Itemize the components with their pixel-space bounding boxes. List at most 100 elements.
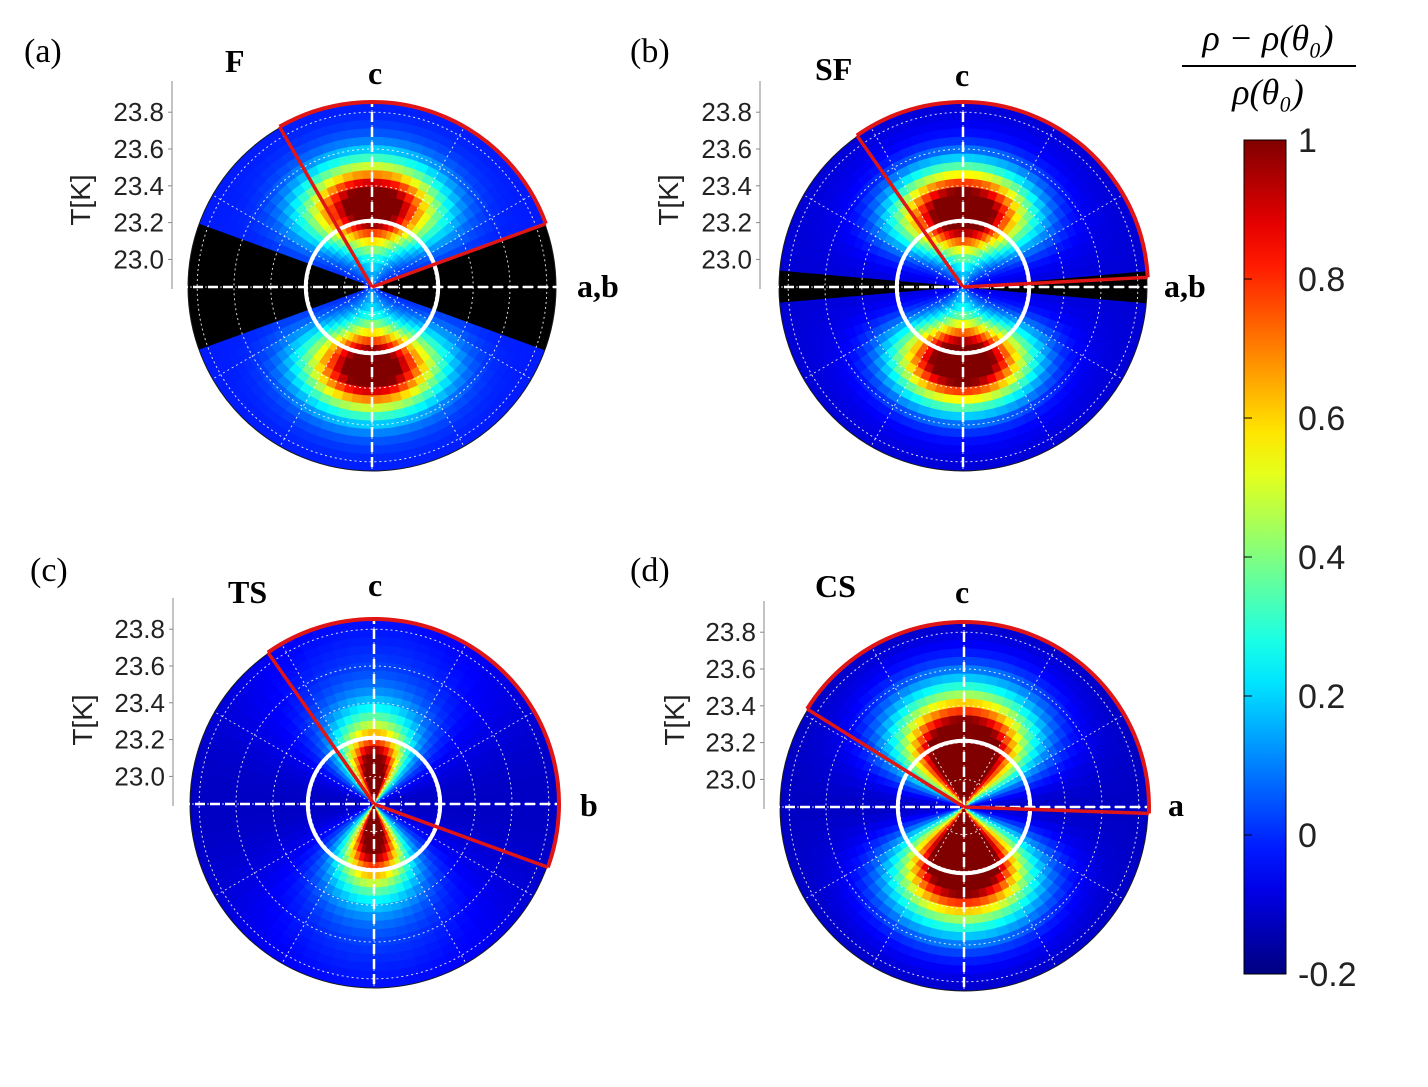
heatmap-cell — [373, 920, 386, 930]
radial-tick-label: 23.8 — [113, 97, 164, 127]
heatmap-cell — [353, 687, 365, 698]
heatmap-cell — [271, 286, 281, 297]
heatmap-cell — [456, 810, 466, 821]
heatmap-cell — [962, 161, 975, 171]
heatmap-cell — [256, 793, 267, 805]
heatmap-cell — [273, 794, 283, 805]
highlight-edge-line — [371, 222, 547, 289]
panel-title: CS — [815, 568, 856, 604]
heatmap-cell — [498, 792, 509, 805]
y-axis-label: T[K] — [659, 694, 690, 745]
heatmap-cell — [271, 269, 282, 280]
heatmap-cell — [371, 436, 387, 447]
polar-grid-spoke — [212, 286, 373, 380]
polar-plot: 23.023.223.423.623.8 — [113, 81, 566, 477]
heatmap-cell — [357, 978, 375, 988]
heatmap-cell — [972, 393, 984, 404]
y-axis-label: T[K] — [67, 694, 98, 745]
heatmap-cell — [481, 793, 492, 805]
heatmap-cell — [257, 813, 268, 825]
heatmap-cell — [248, 792, 258, 805]
heatmap-cell — [1077, 296, 1089, 310]
heatmap-cell — [1069, 296, 1080, 308]
heatmap-cell — [359, 877, 368, 888]
heatmap-cell — [280, 270, 290, 281]
heatmap-cell — [945, 377, 956, 388]
heatmap-cell — [206, 789, 217, 805]
heatmap-cell — [464, 811, 475, 822]
heatmap-cell — [546, 286, 556, 304]
heatmap-cell — [1054, 286, 1064, 297]
heatmap-cell — [496, 286, 507, 299]
heatmap-cell — [237, 275, 248, 288]
heatmap-cell — [969, 195, 980, 205]
panel-title: TS — [228, 574, 267, 610]
heatmap-cell — [248, 813, 260, 827]
heatmap-cell — [373, 928, 386, 939]
polar-grid-spoke — [371, 194, 532, 288]
heatmap-cell — [540, 803, 550, 820]
heatmap-cell — [371, 152, 384, 163]
heatmap-cell — [361, 169, 373, 180]
heatmap-cell — [962, 152, 975, 163]
heatmap-cell — [1104, 286, 1114, 301]
heatmap-cell — [223, 803, 233, 818]
heatmap-cell — [962, 119, 978, 130]
heatmap-cell — [465, 803, 475, 814]
heatmap-cell — [478, 296, 489, 308]
heatmap-cell — [383, 687, 395, 698]
heatmap-cell — [364, 895, 375, 905]
heatmap-cell — [371, 428, 386, 438]
heatmap-cell — [488, 813, 500, 827]
heatmap-cell — [357, 360, 366, 371]
heatmap-cell — [255, 266, 266, 278]
heatmap-cell — [352, 385, 364, 396]
heatmap-cell — [962, 436, 978, 447]
heatmap-cell — [951, 411, 964, 422]
polar-grid-spoke — [371, 286, 465, 447]
heatmap-cell — [951, 403, 964, 413]
heatmap-cell — [364, 703, 375, 713]
radial-tick-label: 23.6 — [113, 134, 164, 164]
heatmap-cell — [962, 411, 975, 422]
heatmap-cell — [381, 703, 392, 714]
heatmap-cell — [359, 419, 373, 430]
heatmap-cell — [380, 385, 392, 396]
heatmap-cell — [837, 264, 849, 278]
heatmap-cell — [962, 403, 975, 413]
axis-label-right: a,b — [577, 268, 619, 304]
heatmap-cell — [1069, 266, 1080, 278]
heatmap-cell — [255, 296, 266, 308]
radial-tick-label: 23.0 — [701, 244, 752, 274]
heatmap-cell — [970, 186, 981, 197]
heatmap-cell — [373, 669, 386, 680]
heatmap-cell — [1053, 294, 1064, 305]
heatmap-cell — [373, 644, 389, 655]
polar-grid-spoke — [279, 286, 373, 447]
heatmap-cell — [513, 286, 523, 301]
panel-c: (c) TS c b T[K] 23.023.223.423.623.8 — [30, 552, 598, 994]
heatmap-cell — [248, 781, 260, 795]
heatmap-cell — [972, 401, 986, 413]
heatmap-cell — [212, 286, 223, 302]
heatmap-cell — [359, 953, 375, 964]
heatmap-cell — [953, 378, 964, 388]
y-axis-label: T[K] — [653, 174, 684, 225]
heatmap-cell — [447, 810, 458, 819]
heatmap-cell — [204, 286, 215, 302]
heatmap-cell — [845, 276, 856, 288]
heatmap-cell — [190, 787, 200, 805]
heatmap-cell — [204, 272, 215, 288]
radial-tick-label: 23.4 — [113, 171, 164, 201]
heatmap-cell — [212, 272, 223, 288]
polar-plot: 23.023.223.423.623.8 — [114, 598, 568, 994]
heatmap-cell — [357, 127, 373, 138]
heatmap-cell — [837, 275, 847, 288]
heatmap-cell — [529, 286, 540, 302]
heatmap-cell — [862, 286, 872, 297]
heatmap-cell — [940, 401, 954, 413]
heatmap-cell — [953, 186, 964, 196]
heatmap-cell — [246, 275, 256, 288]
heatmap-cell — [221, 273, 231, 288]
heatmap-cell — [463, 277, 473, 288]
